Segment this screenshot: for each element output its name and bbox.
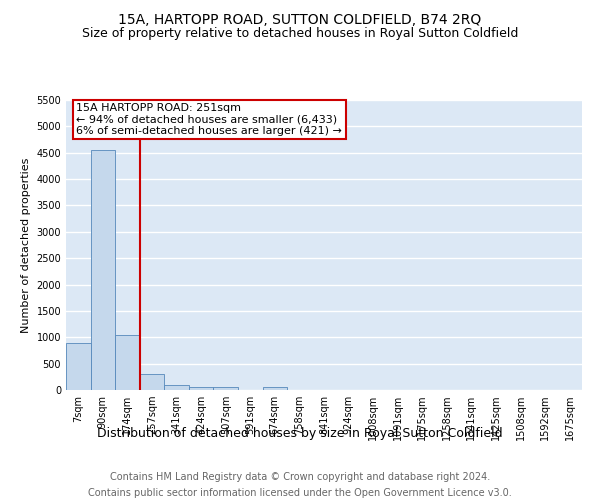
Text: Size of property relative to detached houses in Royal Sutton Coldfield: Size of property relative to detached ho…	[82, 28, 518, 40]
Bar	[189, 386, 214, 390]
Bar	[164, 386, 189, 390]
Bar	[214, 387, 238, 390]
Text: Contains public sector information licensed under the Open Government Licence v3: Contains public sector information licen…	[88, 488, 512, 498]
Text: Contains HM Land Registry data © Crown copyright and database right 2024.: Contains HM Land Registry data © Crown c…	[110, 472, 490, 482]
Bar	[115, 334, 140, 390]
Text: 15A, HARTOPP ROAD, SUTTON COLDFIELD, B74 2RQ: 15A, HARTOPP ROAD, SUTTON COLDFIELD, B74…	[118, 12, 482, 26]
Bar	[140, 374, 164, 390]
Bar	[91, 150, 115, 390]
Bar	[66, 342, 91, 390]
Text: 15A HARTOPP ROAD: 251sqm
← 94% of detached houses are smaller (6,433)
6% of semi: 15A HARTOPP ROAD: 251sqm ← 94% of detach…	[76, 103, 342, 136]
Text: Distribution of detached houses by size in Royal Sutton Coldfield: Distribution of detached houses by size …	[97, 428, 503, 440]
Y-axis label: Number of detached properties: Number of detached properties	[21, 158, 31, 332]
Bar	[263, 387, 287, 390]
